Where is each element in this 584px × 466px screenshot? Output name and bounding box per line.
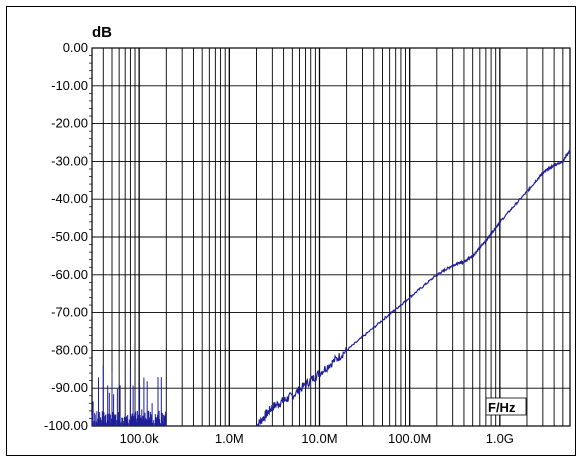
chart-frame — [6, 6, 576, 456]
y-axis-label: dB — [92, 24, 112, 41]
y-tick-label: -100.00 — [44, 418, 88, 433]
series-line — [255, 148, 571, 427]
noise-spikes — [91, 377, 167, 426]
x-tick-label: 10.0M — [301, 431, 337, 446]
x-tick-label: 100.0M — [388, 431, 431, 446]
x-tick-label: 100.0k — [120, 431, 160, 446]
y-tick-label: -40.00 — [51, 191, 88, 206]
x-axis-label: F/Hz — [488, 400, 516, 415]
y-tick-label: -90.00 — [51, 380, 88, 395]
y-tick-label: -20.00 — [51, 116, 88, 131]
y-tick-label: -70.00 — [51, 305, 88, 320]
y-tick-label: -50.00 — [51, 229, 88, 244]
x-tick-label: 1.0G — [486, 431, 514, 446]
series-layer — [255, 148, 571, 427]
y-tick-label: -10.00 — [51, 78, 88, 93]
x-tick-labels: 100.0k 1.0M 10.0M 100.0M 1.0G — [120, 431, 514, 446]
grid — [89, 47, 571, 427]
y-tick-label: -60.00 — [51, 267, 88, 282]
noise-floor-trace — [91, 365, 167, 426]
x-tick-label: 1.0M — [215, 431, 244, 446]
y-tick-labels: 0.00 -10.00 -20.00 -30.00 -40.00 -50.00 -60.00… — [44, 40, 88, 433]
y-tick-label: -80.00 — [51, 342, 88, 357]
y-tick-label: 0.00 — [63, 40, 88, 55]
y-tick-label: -30.00 — [51, 153, 88, 168]
x-axis-label-box: F/Hz — [485, 397, 527, 416]
